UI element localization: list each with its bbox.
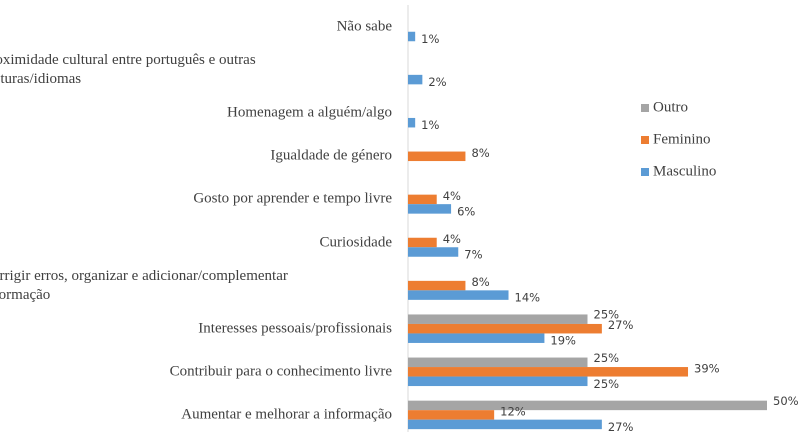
- value-label: 25%: [594, 308, 620, 322]
- category-label: Gosto por aprender e tempo livre: [193, 190, 392, 207]
- category-label: Não sabe: [336, 18, 392, 35]
- category-label: Aumentar e melhorar a informação: [181, 406, 392, 423]
- bar: [408, 376, 588, 387]
- category-label: Igualdade de género: [270, 147, 392, 164]
- bar: [408, 323, 602, 334]
- bar: [408, 419, 602, 430]
- legend-label: Masculino: [653, 163, 716, 179]
- bar: [408, 74, 423, 85]
- category-label: Contribuir para o conhecimento livre: [169, 363, 392, 380]
- category-label: Curiosidade: [319, 234, 393, 250]
- value-label: 25%: [594, 377, 620, 391]
- value-label: 1%: [421, 118, 439, 132]
- legend-swatch: [641, 104, 649, 112]
- value-label: 1%: [421, 32, 439, 46]
- value-label: 8%: [471, 275, 489, 289]
- value-label: 50%: [773, 394, 799, 408]
- bar: [408, 31, 416, 42]
- value-label: 8%: [471, 146, 489, 160]
- value-label: 7%: [464, 248, 482, 262]
- legend-swatch: [641, 136, 649, 144]
- category-label: Proximidade cultural entre português e o…: [0, 52, 256, 88]
- category-label: Corrigir erros, organizar e adicionar/co…: [0, 267, 288, 303]
- bar: [408, 280, 466, 291]
- bar: [408, 410, 495, 420]
- bar: [408, 290, 509, 300]
- value-label: 27%: [608, 318, 634, 332]
- category-label: Homenagem a alguém/algo: [227, 104, 392, 121]
- bar: [408, 204, 452, 214]
- value-label: 6%: [457, 204, 475, 218]
- value-label: 39%: [694, 361, 720, 375]
- value-label: 2%: [428, 75, 446, 89]
- value-label: 4%: [443, 189, 461, 203]
- legend-swatch: [641, 168, 649, 176]
- category-label: Interesses pessoais/profissionais: [198, 320, 392, 337]
- legend-label: Outro: [653, 99, 688, 115]
- bar: [408, 151, 466, 162]
- bar: [408, 247, 459, 257]
- legend-label: Feminino: [653, 131, 711, 147]
- bar: [408, 194, 437, 205]
- value-label: 19%: [550, 334, 576, 348]
- value-label: 25%: [594, 351, 620, 365]
- bar: [408, 117, 416, 128]
- bar: [408, 367, 689, 377]
- bar: [408, 357, 588, 368]
- value-label: 14%: [515, 291, 541, 305]
- value-label: 4%: [443, 232, 461, 246]
- value-label: 12%: [500, 404, 526, 418]
- bar: [408, 333, 545, 343]
- bar: [408, 314, 588, 324]
- bar: [408, 400, 767, 411]
- bar: [408, 237, 437, 248]
- value-label: 27%: [608, 420, 634, 434]
